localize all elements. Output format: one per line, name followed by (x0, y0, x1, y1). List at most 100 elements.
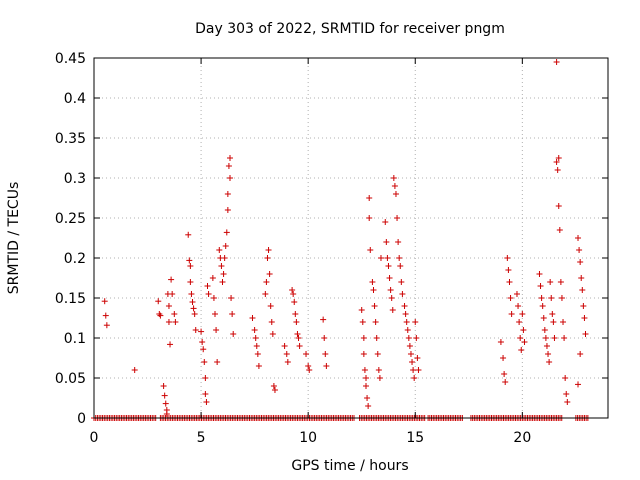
data-point (101, 298, 108, 305)
data-point (204, 283, 211, 289)
data-point (546, 359, 553, 365)
data-point (374, 351, 381, 357)
y-tick-label: 0.25 (55, 211, 86, 227)
data-point (540, 315, 547, 321)
data-point (513, 291, 520, 297)
data-point (394, 215, 401, 221)
data-point (169, 291, 176, 297)
data-point (267, 303, 274, 309)
data-point (216, 247, 223, 253)
data-point (385, 263, 392, 269)
data-point (157, 312, 164, 319)
data-point (165, 303, 172, 309)
data-point (168, 276, 175, 283)
data-point (161, 392, 168, 399)
data-point (254, 351, 261, 357)
data-point (558, 295, 565, 301)
data-point (406, 343, 413, 349)
data-point (249, 315, 256, 321)
data-point (537, 283, 544, 289)
data-point (366, 215, 373, 221)
data-point (545, 351, 552, 357)
data-point (131, 367, 138, 373)
data-point (414, 355, 421, 361)
data-point (262, 291, 269, 297)
data-point (220, 271, 227, 277)
data-point (358, 307, 365, 313)
data-point (224, 207, 231, 213)
data-point (383, 239, 390, 245)
data-point (401, 303, 408, 309)
data-point (202, 375, 209, 381)
data-point (361, 367, 368, 373)
data-point (199, 339, 206, 345)
data-point (102, 312, 109, 319)
data-point (504, 255, 511, 261)
data-point (398, 279, 405, 285)
data-point (576, 247, 583, 253)
data-point (214, 359, 221, 365)
data-point (321, 335, 328, 341)
y-tick-label: 0.2 (64, 251, 86, 267)
data-point (270, 383, 277, 389)
data-point (542, 335, 549, 341)
data-point (575, 381, 582, 388)
data-point (284, 359, 291, 365)
data-point (283, 351, 290, 357)
data-point (539, 303, 546, 309)
data-point (268, 319, 275, 325)
data-point (359, 319, 366, 325)
data-point (291, 299, 298, 305)
data-point (228, 295, 235, 301)
data-point (375, 367, 382, 373)
data-point (501, 371, 508, 377)
data-point (582, 331, 589, 337)
data-point (293, 319, 300, 325)
data-point (577, 259, 584, 265)
data-point (201, 359, 208, 365)
data-point (536, 271, 543, 277)
y-tick-label: 0 (77, 411, 86, 427)
data-point (323, 363, 330, 369)
data-point (155, 298, 162, 305)
data-point (224, 191, 231, 197)
y-tick-label: 0.05 (55, 371, 86, 387)
data-point (389, 307, 396, 313)
y-tick-label: 0.4 (64, 91, 86, 107)
data-point (386, 275, 393, 281)
data-point (578, 275, 585, 281)
data-point (362, 375, 369, 381)
data-point (547, 279, 554, 285)
data-point (172, 319, 179, 325)
data-point (382, 219, 389, 225)
data-point (367, 247, 374, 253)
data-point (563, 391, 570, 397)
data-point (372, 319, 379, 325)
data-point (518, 347, 525, 353)
data-point (549, 311, 556, 317)
data-point (505, 267, 512, 273)
data-point (305, 363, 312, 369)
y-tick-label: 0.3 (64, 171, 86, 187)
data-point (365, 403, 372, 409)
data-point (370, 287, 377, 293)
data-point (551, 335, 558, 341)
data-point (553, 159, 560, 165)
data-point (579, 287, 586, 293)
data-point (395, 239, 402, 245)
data-point (362, 383, 369, 389)
data-point (210, 295, 217, 301)
data-point (223, 229, 230, 236)
data-point (391, 183, 398, 189)
data-point (506, 279, 513, 285)
axes: 0 0.05 0.1 0.15 0.2 0.25 0.3 0.35 0.4 0.45 0 5 10 15 2… (55, 51, 608, 446)
data-point (212, 311, 219, 317)
data-point (402, 311, 409, 317)
data-point (515, 303, 522, 309)
data-point (555, 203, 562, 209)
data-point (205, 291, 212, 297)
data-point (543, 343, 550, 349)
data-point (271, 387, 278, 393)
data-point (171, 311, 178, 317)
data-point (103, 322, 110, 329)
